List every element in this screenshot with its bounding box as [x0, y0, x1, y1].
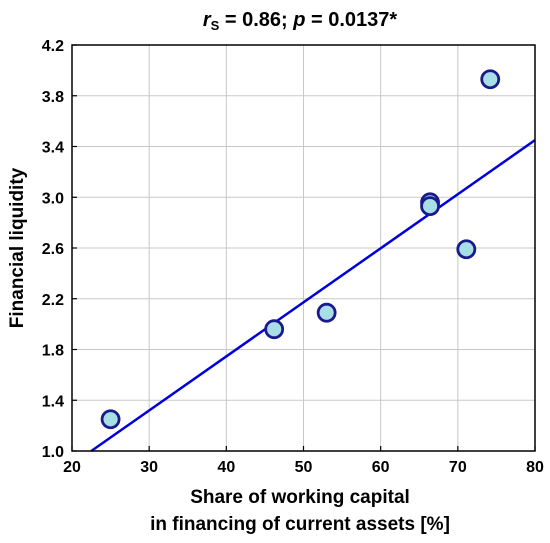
y-tick-label-5: 3.0: [42, 190, 64, 207]
plot-frame: [71, 44, 536, 452]
x-axis-title-line-2: in financing of current assets [%]: [150, 514, 450, 535]
data-points: [100, 69, 501, 430]
x-tick-label-1: 30: [140, 459, 158, 476]
y-tick-label-4: 2.6: [42, 241, 64, 258]
y-tick-label-1: 1.4: [42, 393, 64, 410]
title-stat-subscript: S: [211, 18, 220, 33]
grid: [71, 44, 536, 452]
y-axis-title: Financial liquidity: [7, 167, 28, 328]
x-tick-label-6: 80: [526, 459, 544, 476]
data-point-4: [420, 196, 440, 217]
x-axis-ticks: 20 30 40 50 60 70 80: [63, 446, 544, 476]
data-point-1: [264, 319, 285, 340]
data-point-2: [316, 302, 337, 323]
y-axis-ticks: 1.0 1.4 1.8 2.2 2.6 3.0 3.4 3.8 4.2: [42, 38, 77, 461]
x-tick-label-3: 50: [295, 459, 313, 476]
regression-line: [90, 139, 536, 453]
title-p-text: = 0.0137*: [305, 9, 397, 31]
title-p-symbol: p: [292, 9, 305, 31]
data-point-5: [456, 239, 477, 260]
x-tick-label-0: 20: [63, 459, 81, 476]
x-tick-label-5: 70: [449, 459, 467, 476]
chart-title: rS = 0.86; p = 0.0137*: [203, 9, 398, 33]
title-stat-symbol: r: [203, 9, 212, 31]
y-tick-label-7: 3.8: [42, 89, 64, 106]
x-tick-label-4: 60: [372, 459, 390, 476]
y-tick-label-0: 1.0: [42, 444, 64, 461]
title-stat-text: = 0.86;: [219, 9, 293, 31]
y-tick-label-6: 3.4: [42, 140, 64, 157]
data-point-6: [480, 69, 501, 90]
x-tick-label-2: 40: [217, 459, 235, 476]
y-tick-label-8: 4.2: [42, 38, 64, 55]
fit-line-layer: [90, 139, 536, 453]
x-axis-title-line-1: Share of working capital: [190, 487, 410, 508]
y-tick-label-2: 1.8: [42, 343, 64, 360]
y-tick-label-3: 2.2: [42, 292, 64, 309]
data-point-0: [100, 409, 121, 430]
